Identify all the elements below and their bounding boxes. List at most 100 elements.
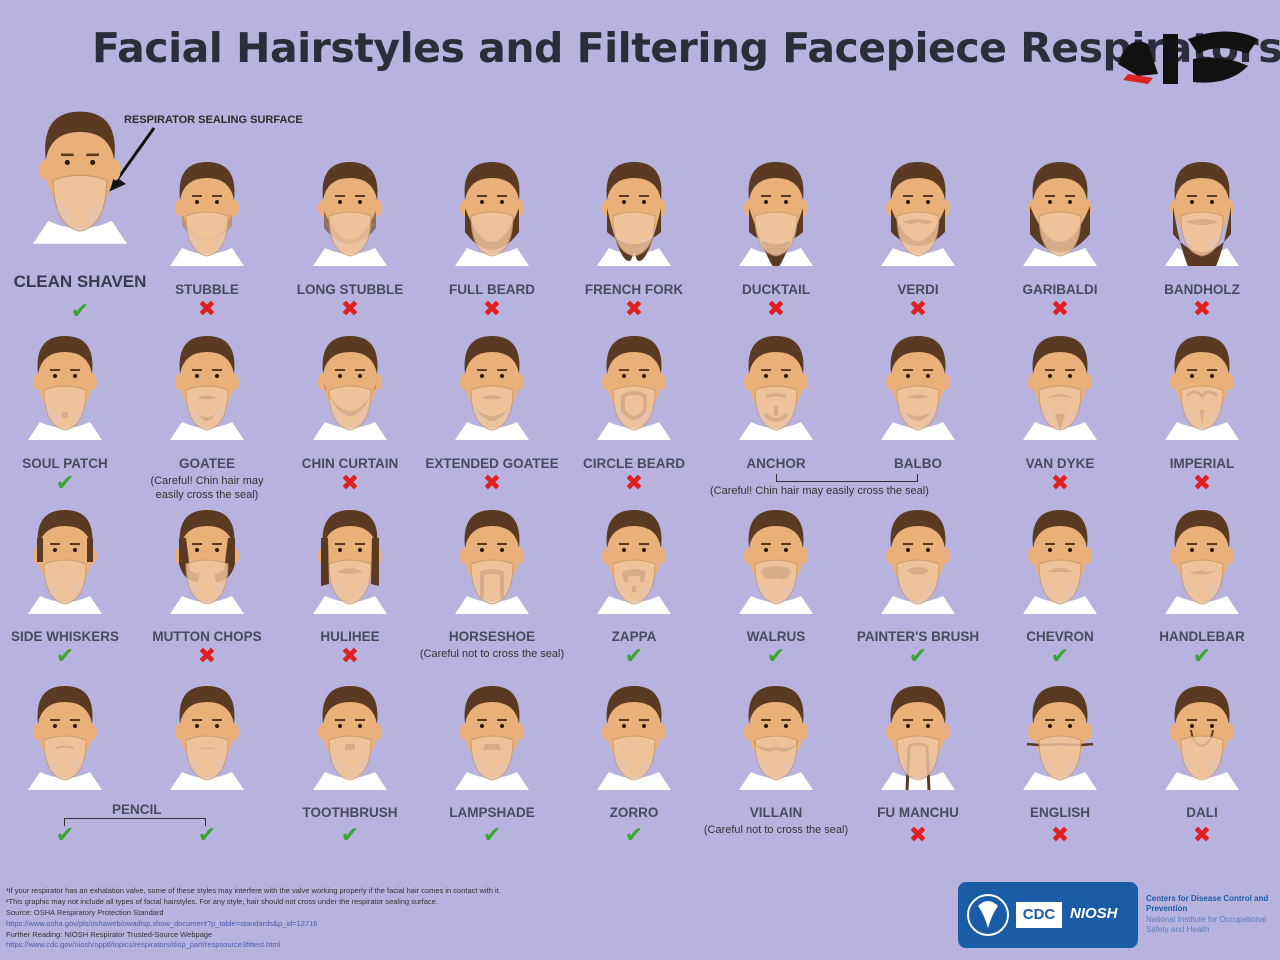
agency-niosh: National Institute for Occupational Safe… — [1146, 914, 1267, 935]
face-illustration — [1165, 330, 1239, 440]
face-illustration — [313, 680, 387, 790]
footer-further-reading: Further Reading: NIOSH Respirator Truste… — [6, 929, 213, 939]
hairstyle-anchor: ANCHOR — [701, 330, 851, 500]
hairstyle-clean-shaven: CLEAN SHAVEN ✔ — [5, 104, 155, 324]
face-illustration — [455, 680, 529, 790]
footer-note-1: ¹If your respirator has an exhalation va… — [6, 886, 501, 895]
footer-source: Source: OSHA Respiratory Protection Stan… — [6, 907, 164, 917]
hairstyle-ducktail: DUCKTAIL ✖ — [701, 156, 851, 326]
cross-icon: ✖ — [482, 297, 502, 322]
face-illustration — [739, 680, 813, 790]
check-icon: ✔ — [70, 299, 90, 324]
hairstyle-label: FRENCH FORK — [584, 282, 684, 297]
cross-icon: ✖ — [1050, 823, 1070, 848]
anchor-balbo-note: (Careful! Chin hair may easily cross the… — [710, 485, 929, 497]
hairstyle-label: FU MANCHU — [877, 805, 959, 820]
hairstyle-chevron: CHEVRON ✔ — [985, 504, 1135, 674]
pencil-bracket — [64, 818, 206, 826]
agency-name: Centers for Disease Control and Preventi… — [1146, 894, 1280, 936]
hairstyle-label: LAMPSHADE — [449, 805, 535, 820]
agency-cdc: Centers for Disease Control and Preventi… — [1146, 894, 1269, 914]
check-icon: ✔ — [1192, 644, 1212, 669]
cdc-mark: CDC — [1016, 902, 1062, 928]
hairstyle-horseshoe: HORSESHOE (Careful not to cross the seal) — [417, 504, 567, 674]
hairstyle-label: CHEVRON — [1026, 629, 1094, 644]
check-icon: ✔ — [766, 644, 786, 669]
watermark-logo — [1118, 31, 1258, 84]
cross-icon: ✖ — [908, 823, 928, 848]
hairstyle-label: DALI — [1186, 805, 1218, 820]
caution-note: (Careful not to cross the seal) — [703, 824, 849, 836]
hairstyle-label: CIRCLE BEARD — [582, 456, 685, 471]
face-illustration — [739, 504, 813, 614]
hairstyle-label: GOATEE — [178, 456, 235, 471]
hairstyle-chin-curtain: CHIN CURTAIN ✖ — [275, 330, 425, 500]
hhs-eagle-icon — [967, 894, 1009, 936]
seal-surface-label: RESPIRATOR SEALING SURFACE — [124, 114, 303, 126]
hairstyle-label: HORSESHOE — [448, 629, 536, 644]
cross-icon: ✖ — [1192, 297, 1212, 322]
cross-icon: ✖ — [197, 644, 217, 669]
anchor-balbo-bracket — [776, 474, 918, 482]
caution-note: (Careful not to cross the seal) — [419, 648, 565, 660]
face-illustration — [1023, 156, 1097, 266]
cross-icon: ✖ — [624, 297, 644, 322]
check-icon: ✔ — [1050, 644, 1070, 669]
face-illustration — [881, 504, 955, 614]
footer-note-2: ²This graphic may not include all types … — [6, 896, 438, 906]
cross-icon: ✖ — [1050, 471, 1070, 496]
cross-icon: ✖ — [1192, 471, 1212, 496]
hairstyle-label: ENGLISH — [1029, 805, 1090, 820]
hairstyle-english: ENGLISH ✖ — [985, 680, 1135, 850]
face-illustration — [33, 104, 127, 254]
face-illustration — [313, 330, 387, 440]
hairstyle-label: CLEAN SHAVEN — [13, 272, 147, 291]
hairstyle-fu-manchu: FU MANCHU ✖ — [843, 680, 993, 850]
cross-icon: ✖ — [1192, 823, 1212, 848]
hairstyle-label: BALBO — [894, 456, 942, 471]
face-illustration — [170, 680, 244, 790]
hairstyle-extended-goatee: EXTENDED GOATEE ✖ — [417, 330, 567, 500]
hairstyle-pencil-a: ✔ — [0, 680, 140, 850]
hairstyle-toothbrush: TOOTHBRUSH ✔ — [275, 680, 425, 850]
face-illustration — [597, 504, 671, 614]
hairstyle-label: VERDI — [897, 282, 939, 297]
check-icon: ✔ — [340, 823, 360, 848]
check-icon: ✔ — [482, 823, 502, 848]
face-illustration — [1023, 680, 1097, 790]
hairstyle-circle-beard: CIRCLE BEARD ✖ — [559, 330, 709, 500]
hairstyle-zorro: ZORRO ✔ — [559, 680, 709, 850]
face-illustration — [881, 156, 955, 266]
hairstyle-french-fork: FRENCH FORK ✖ — [559, 156, 709, 326]
face-illustration — [1023, 504, 1097, 614]
footer-notes: ¹If your respirator has an exhalation va… — [6, 886, 726, 951]
hairstyle-label: TOOTHBRUSH — [302, 805, 398, 820]
hairstyle-label: SIDE WHISKERS — [10, 629, 119, 644]
pencil-label: PENCIL — [112, 802, 162, 817]
niosh-mark: NIOSH — [1070, 905, 1118, 922]
face-illustration — [1023, 330, 1097, 440]
face-illustration — [313, 156, 387, 266]
check-icon: ✔ — [55, 823, 75, 848]
cross-icon: ✖ — [624, 471, 644, 496]
hairstyle-side-whiskers: SIDE WHISKERS ✔ — [0, 504, 140, 674]
check-icon: ✔ — [624, 644, 644, 669]
hairstyle-balbo: BALBO — [843, 330, 993, 500]
footer-source-link[interactable]: https://www.osha.gov/pls/oshaweb/owadisp… — [6, 918, 318, 928]
hairstyle-label: HULIHEE — [320, 629, 380, 644]
face-illustration — [881, 680, 955, 791]
face-illustration — [881, 330, 955, 440]
footer-further-link[interactable]: https://www.cdc.gov/niosh/npptl/topics/r… — [6, 940, 281, 950]
hairstyle-label: GARIBALDI — [1022, 282, 1098, 297]
hairstyle-walrus: WALRUS ✔ — [701, 504, 851, 674]
cross-icon: ✖ — [340, 471, 360, 496]
hairstyle-label: ZAPPA — [611, 629, 657, 644]
face-illustration — [1165, 156, 1239, 282]
hairstyle-label: PAINTER'S BRUSH — [856, 629, 980, 644]
face-illustration — [739, 330, 813, 440]
hairstyle-goatee: GOATEE (Careful! Chin hair may easily cro… — [132, 330, 282, 501]
cross-icon: ✖ — [766, 297, 786, 322]
hairstyle-label: DUCKTAIL — [742, 282, 810, 297]
face-illustration — [455, 330, 529, 440]
hairstyle-label: LONG STUBBLE — [296, 282, 404, 297]
